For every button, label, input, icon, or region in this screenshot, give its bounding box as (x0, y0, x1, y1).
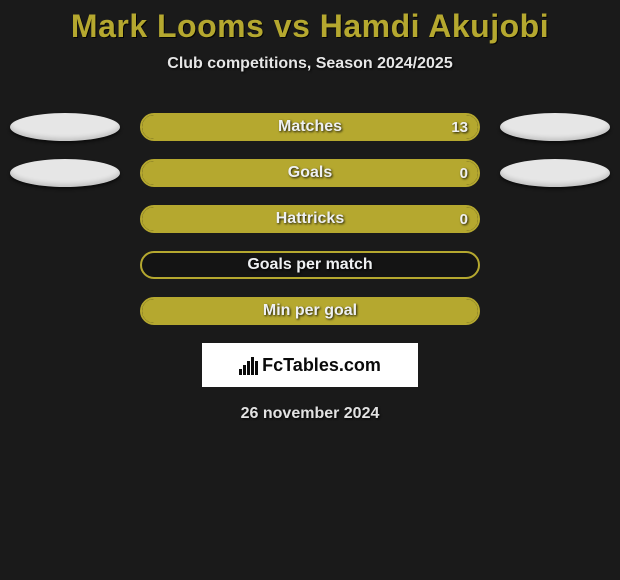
player-marker-left (10, 113, 120, 141)
stat-row: Goals per match (0, 251, 620, 279)
stat-bar-fill (142, 207, 478, 231)
stat-row: Matches13 (0, 113, 620, 141)
stat-bar: Min per goal (140, 297, 480, 325)
player-marker-left (10, 159, 120, 187)
spacer (500, 205, 610, 233)
branding-text: FcTables.com (262, 355, 381, 376)
stat-bar: Matches13 (140, 113, 480, 141)
stat-label: Goals per match (142, 253, 478, 277)
stat-row: Min per goal (0, 297, 620, 325)
branding-badge: FcTables.com (202, 343, 418, 387)
stat-bar-fill (142, 299, 478, 323)
stat-bar-fill (142, 115, 478, 139)
player-marker-right (500, 113, 610, 141)
player-marker-right (500, 159, 610, 187)
stat-row: Goals0 (0, 159, 620, 187)
spacer (10, 205, 120, 233)
subtitle: Club competitions, Season 2024/2025 (0, 55, 620, 73)
spacer (10, 297, 120, 325)
stat-value: 0 (460, 161, 468, 185)
bar-chart-icon (239, 355, 258, 375)
stat-bar-fill (142, 161, 478, 185)
page-title: Mark Looms vs Hamdi Akujobi (0, 8, 620, 45)
bars-section: Matches13 Goals0 Hattricks0 Goals per match… (0, 113, 620, 325)
spacer (10, 251, 120, 279)
stat-value: 13 (451, 115, 468, 139)
spacer (500, 251, 610, 279)
stat-bar: Hattricks0 (140, 205, 480, 233)
stat-bar: Goals per match (140, 251, 480, 279)
spacer (500, 297, 610, 325)
comparison-infographic: Mark Looms vs Hamdi Akujobi Club competi… (0, 0, 620, 423)
generated-date: 26 november 2024 (0, 405, 620, 423)
stat-bar: Goals0 (140, 159, 480, 187)
stat-value: 0 (460, 207, 468, 231)
stat-row: Hattricks0 (0, 205, 620, 233)
